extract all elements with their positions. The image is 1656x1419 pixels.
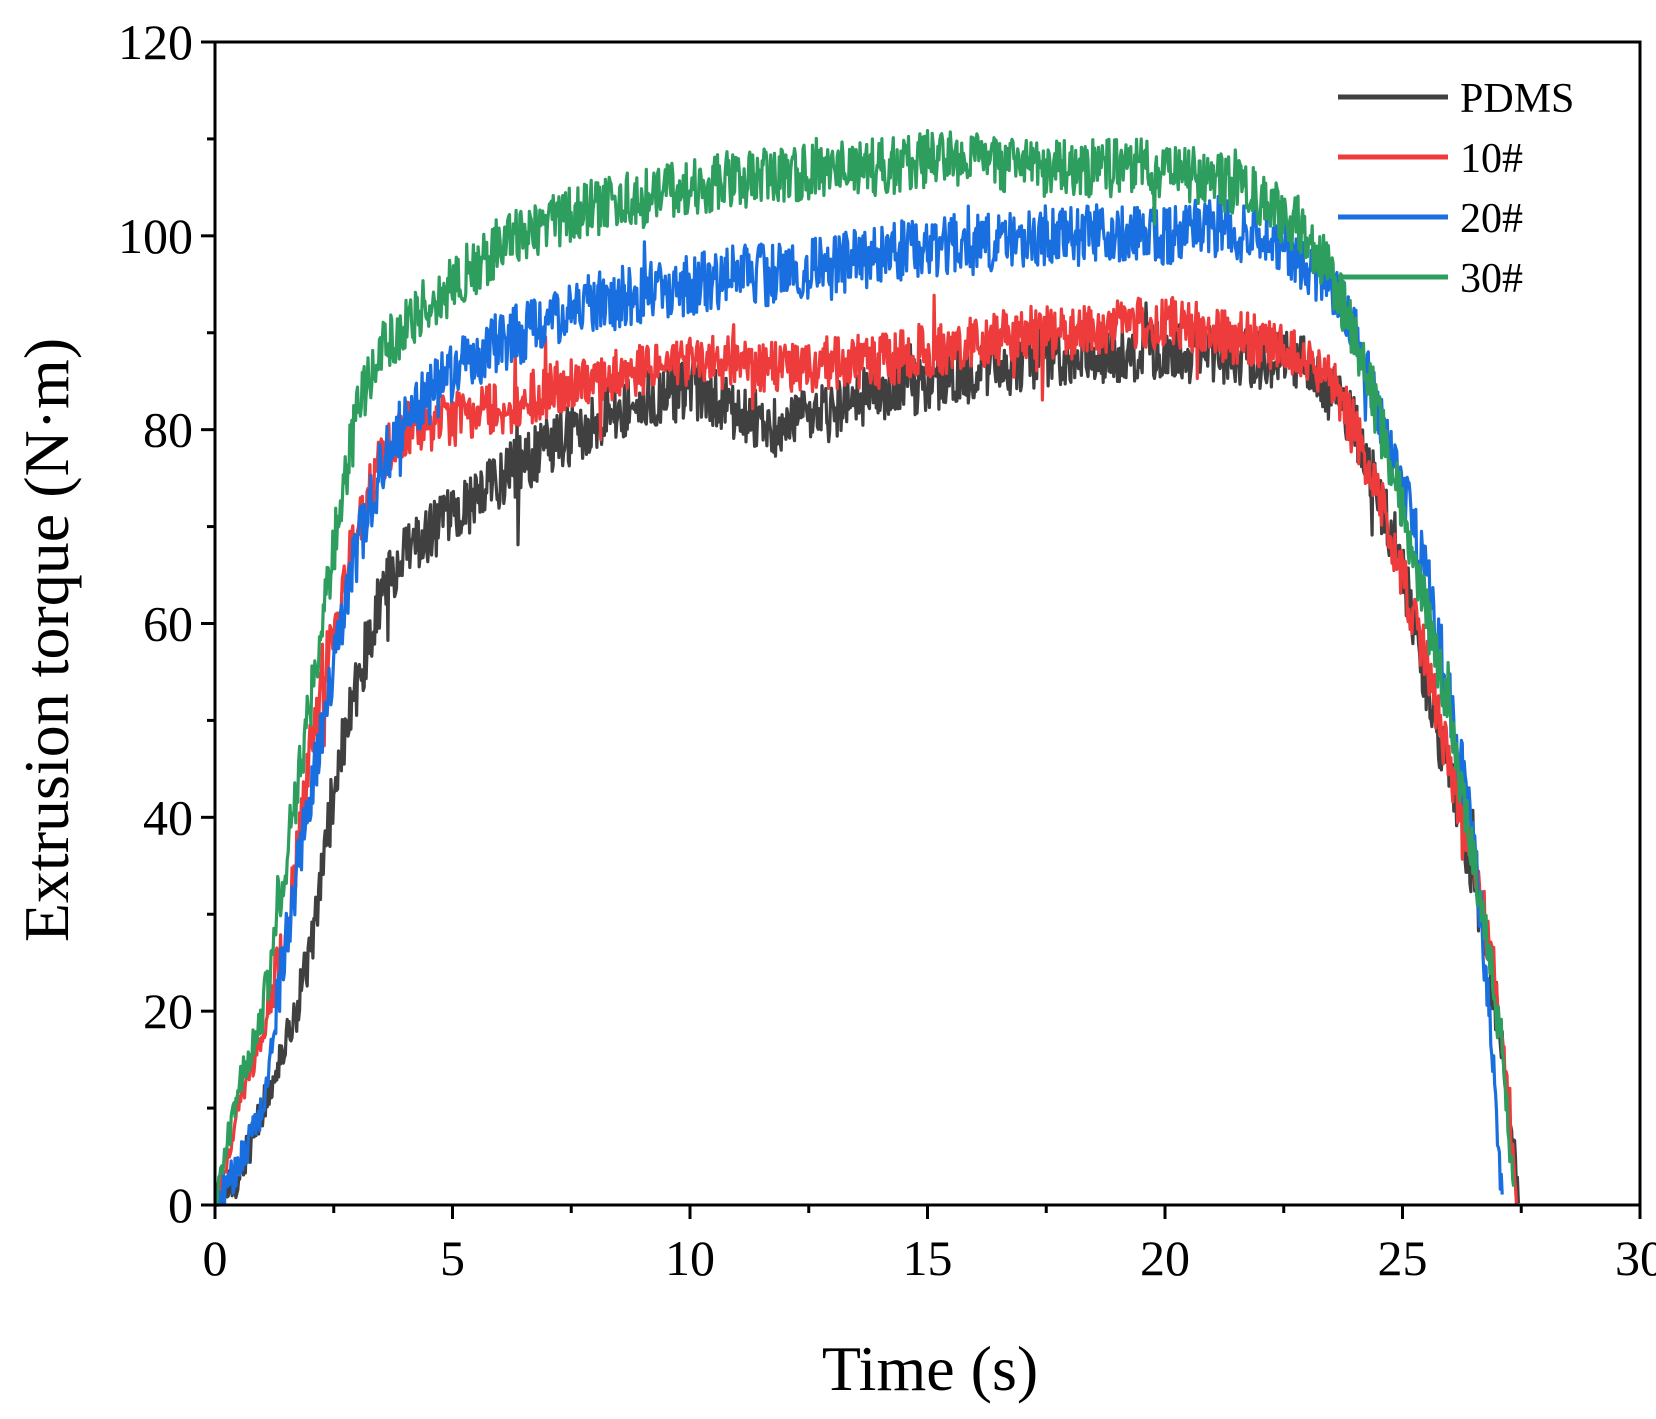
y-tick-label: 100 [118,208,193,264]
y-tick-label: 80 [143,402,193,458]
y-tick-label: 40 [143,789,193,845]
x-tick-label: 20 [1140,1230,1190,1286]
x-tick-label: 0 [203,1230,228,1286]
x-tick-label: 25 [1378,1230,1428,1286]
series-layer [213,129,1520,1207]
legend-label: PDMS [1460,76,1574,122]
y-tick-label: 60 [143,596,193,652]
axes-layer: 0 5 10 15 20 25 30 0 20 40 60 80 100 120 [118,14,1656,1286]
x-tick-label: 5 [440,1230,465,1286]
series-line-PDMS [213,301,1520,1207]
series-line-30# [213,129,1516,1207]
x-axis-title: Time (s) [822,1333,1038,1404]
legend-label: 30# [1460,256,1523,302]
legend-label: 10# [1460,136,1523,182]
y-tick-label: 0 [168,1177,193,1233]
y-axis-title: Extrusion torque (N·m) [11,338,82,942]
y-tick-label: 20 [143,983,193,1039]
x-tick-label: 30 [1615,1230,1656,1286]
x-tick-label: 10 [665,1230,715,1286]
y-tick-label: 120 [118,14,193,70]
x-tick-label: 15 [903,1230,953,1286]
legend-label: 20# [1460,196,1523,242]
legend: PDMS 10# 20# 30# [1338,76,1574,302]
series-line-10# [213,293,1519,1206]
